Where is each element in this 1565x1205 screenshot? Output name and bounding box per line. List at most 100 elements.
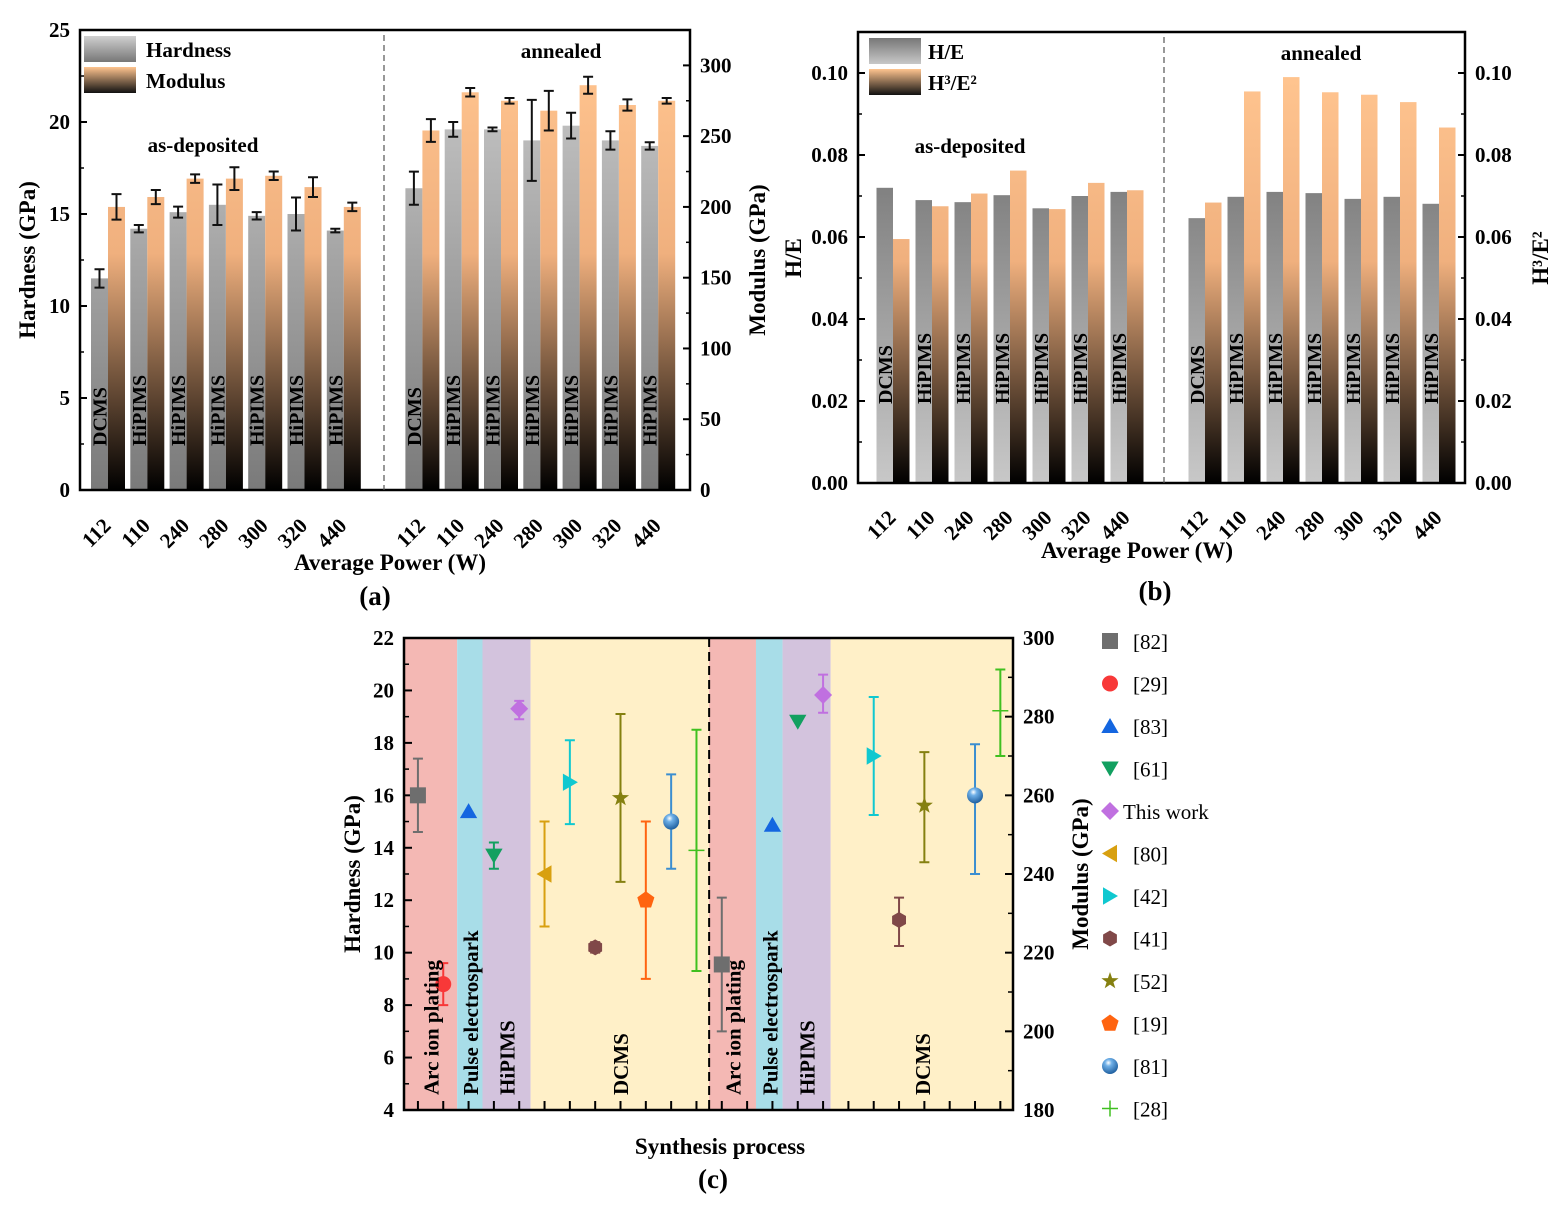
legend-label: [61] <box>1133 758 1168 782</box>
error-bar <box>347 201 358 213</box>
legend-marker-triangle-down <box>1101 761 1119 777</box>
y-tick-label: 6 <box>384 1046 395 1070</box>
bar-modulus-as-deposited-320 <box>304 187 322 490</box>
bar-modulus-annealed-110 <box>461 92 479 491</box>
error-bar <box>408 170 419 206</box>
panel-label: (b) <box>1139 576 1172 606</box>
series-61 <box>485 714 807 870</box>
process-label: HiPIMS <box>522 375 544 446</box>
bar-he-as-deposited-320 <box>1071 196 1088 483</box>
x-tick-label: 110 <box>116 514 154 552</box>
bar-hardness-as-deposited-110 <box>130 228 148 490</box>
bar-modulus-as-deposited-300 <box>265 175 283 491</box>
bar-he-annealed-440 <box>1422 203 1439 484</box>
panel-a <box>78 28 692 492</box>
bar-modulus-annealed-440 <box>658 100 676 491</box>
legend-label: [52] <box>1133 970 1168 994</box>
legend-marker-hexagon <box>1103 930 1117 947</box>
bar-hardness-annealed-112 <box>405 188 423 491</box>
process-label: HiPIMS <box>168 375 190 446</box>
panel-label: (c) <box>698 1164 728 1194</box>
y2-tick-label: 0.02 <box>1475 389 1512 413</box>
panel-b <box>856 30 1467 485</box>
process-label: HiPIMS <box>443 375 465 446</box>
bar-he-as-deposited-280 <box>993 195 1010 483</box>
process-label: HiPIMS <box>286 375 308 446</box>
legend-label: [81] <box>1133 1055 1168 1079</box>
bar-modulus-annealed-280 <box>540 110 558 490</box>
legend-marker-triangle-right <box>1103 887 1118 905</box>
process-label: HiPIMS <box>1421 333 1443 404</box>
y2-axis-title: Modulus (GPa) <box>745 184 770 335</box>
x-tick-label: 440 <box>312 514 351 553</box>
data-point <box>763 816 782 832</box>
plot-frame <box>856 30 1467 485</box>
bar-he-as-deposited-440 <box>1110 191 1127 483</box>
y-tick-label: 0.10 <box>811 61 848 85</box>
error-bar <box>583 75 594 95</box>
section-label: DCMS <box>911 1033 935 1095</box>
process-label: HiPIMS <box>953 333 975 404</box>
error-bar <box>622 98 633 112</box>
data-point <box>435 976 452 993</box>
x-tick-label: 110 <box>431 514 469 552</box>
process-label: HiPIMS <box>1070 333 1092 404</box>
process-label: DCMS <box>90 387 112 446</box>
process-label: HiPIMS <box>483 375 505 446</box>
series-82 <box>409 757 730 1033</box>
series-29 <box>435 962 452 1007</box>
x-tick-label: 240 <box>155 514 194 553</box>
process-label: HiPIMS <box>1382 333 1404 404</box>
x-tick-label: 300 <box>1329 506 1368 545</box>
legend-marker-square <box>1102 633 1118 649</box>
bar-he-as-deposited-300 <box>1032 208 1049 484</box>
data-point <box>967 787 984 804</box>
y2-axis-title: H³/E² <box>1528 231 1553 285</box>
error-bar <box>190 173 201 184</box>
bar-hardness-annealed-280 <box>523 140 541 490</box>
data-point <box>536 865 552 883</box>
bar-hardness-annealed-440 <box>641 145 659 491</box>
data-point <box>688 842 705 859</box>
data-point <box>915 796 933 813</box>
process-label: DCMS <box>1187 345 1209 404</box>
y-tick-label: 20 <box>49 110 70 134</box>
legend-label: [42] <box>1133 885 1168 909</box>
section-label: DCMS <box>609 1033 633 1095</box>
x-axis-title: Average Power (W) <box>294 550 486 575</box>
data-point <box>611 789 630 806</box>
data-point <box>866 747 882 765</box>
y2-tick-label: 240 <box>1023 862 1055 886</box>
section-label: HiPIMS <box>496 1020 520 1095</box>
y2-tick-label: 0.06 <box>1475 225 1512 249</box>
legend-label: [19] <box>1133 1013 1168 1037</box>
y-tick-label: 12 <box>373 888 394 912</box>
error-bar <box>229 166 240 191</box>
process-label: HiPIMS <box>914 333 936 404</box>
bar-hardness-annealed-320 <box>601 140 619 490</box>
error-bar <box>150 188 161 206</box>
bar-he-annealed-440 <box>1439 127 1456 483</box>
bar-modulus-as-deposited-110 <box>147 197 165 490</box>
bar-he-annealed-300 <box>1344 198 1361 483</box>
y2-tick-label: 0.04 <box>1475 307 1512 331</box>
x-tick-label: 240 <box>939 506 978 545</box>
y-tick-label: 10 <box>49 294 70 318</box>
x-tick-label: 300 <box>233 514 272 553</box>
x-tick-label: 320 <box>587 514 626 553</box>
y2-tick-label: 260 <box>1023 783 1055 807</box>
error-bar <box>173 205 184 219</box>
process-label: HiPIMS <box>600 375 622 446</box>
x-tick-label: 320 <box>273 514 312 553</box>
x-tick-label: 110 <box>901 506 939 544</box>
y-tick-label: 15 <box>49 202 70 226</box>
data-point <box>588 939 603 956</box>
bar-hardness-as-deposited-112 <box>91 278 108 490</box>
data-point <box>510 699 529 718</box>
bar-modulus-annealed-300 <box>579 85 597 490</box>
x-tick-label: 280 <box>978 506 1017 545</box>
legend-label: H³/E² <box>928 71 977 95</box>
series-thiswork <box>510 673 833 721</box>
bar-hardness-as-deposited-240 <box>169 212 187 490</box>
